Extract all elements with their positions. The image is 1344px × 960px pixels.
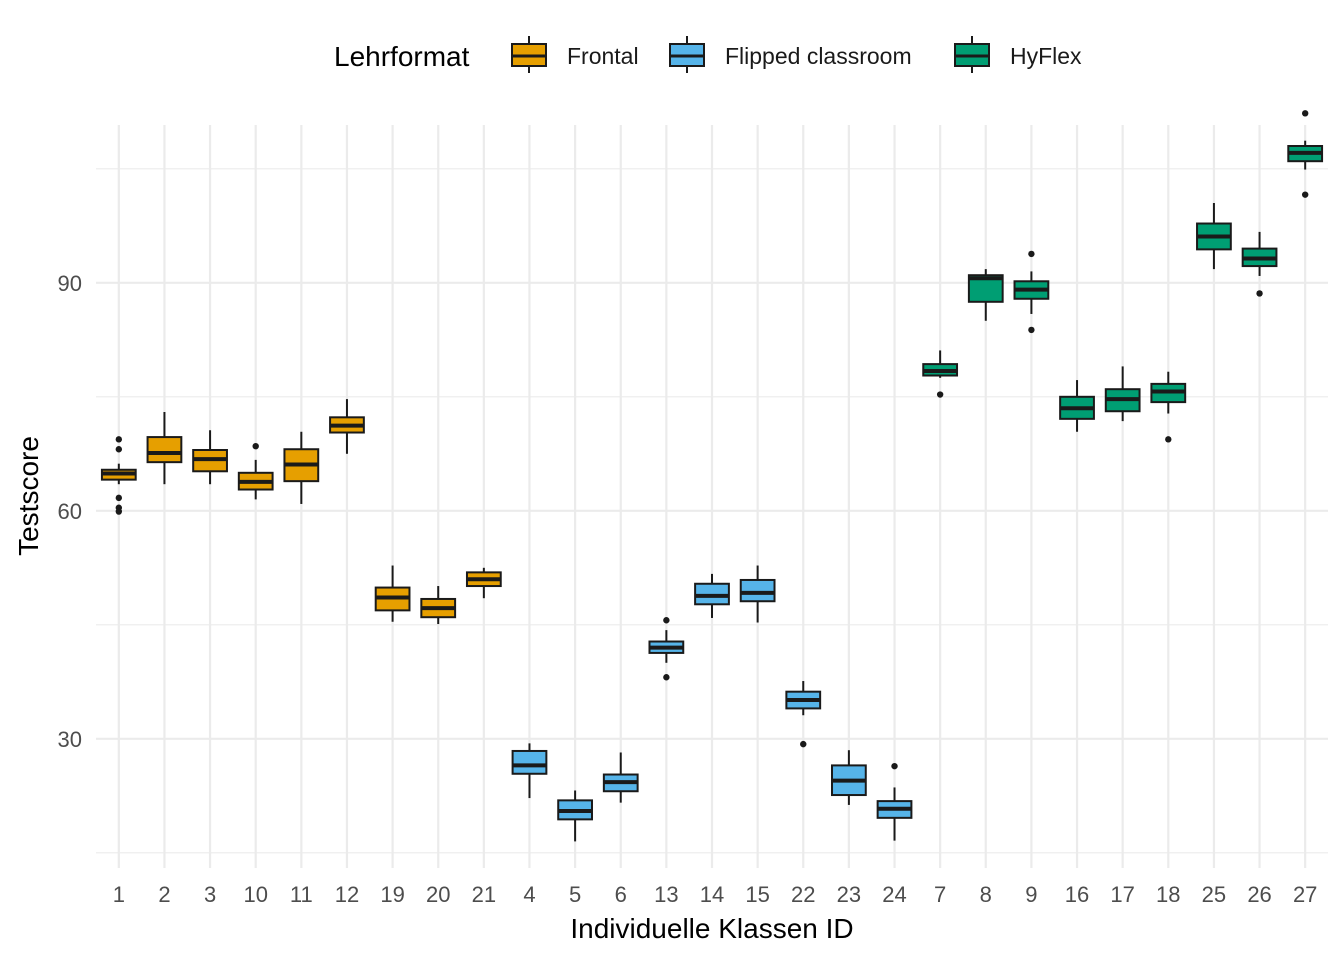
box-class-10 [237,443,274,500]
box-class-13 [648,617,685,681]
box-iqr [511,749,548,775]
x-tick-label: 12 [335,882,359,907]
box-iqr [146,436,183,464]
box-class-12 [329,399,365,454]
legend-label: Frontal [567,43,639,69]
box-class-4 [511,743,548,799]
x-tick-label: 11 [290,882,313,907]
box-class-18 [1150,371,1187,443]
box-class-6 [602,752,639,803]
box-class-2 [146,412,183,485]
outlier-point [1256,290,1263,297]
legend-item-frontal: Frontal [511,36,639,73]
y-tick-label: 30 [58,727,82,752]
y-tick-label: 60 [58,499,82,524]
x-tick-label: 27 [1293,882,1317,907]
outlier-point [1301,110,1309,117]
box-class-5 [557,790,593,842]
outlier-point [936,391,944,398]
y-axis-title: Testscore [13,436,44,556]
x-axis-ticks: 1 2 3 10 11 12 19 20 21 4 5 6 13 14 15 22 23 24 7 8 9 16 17 18 2… [113,882,1318,907]
y-axis-ticks: 30 60 90 [58,271,82,752]
x-tick-label: 19 [380,882,404,907]
grid [96,125,1328,868]
x-tick-label: 6 [615,882,627,907]
box-class-22 [785,681,822,748]
outlier-point [800,740,807,748]
box-class-7 [922,350,959,398]
x-tick-label: 9 [1025,882,1037,907]
box-class-16 [1059,380,1095,432]
box-class-17 [1104,366,1141,422]
box-class-26 [1241,231,1278,297]
x-tick-label: 21 [472,882,496,907]
x-tick-label: 1 [113,882,125,907]
x-tick-label: 8 [980,882,992,907]
outlier-point [115,446,123,453]
legend-item-hyflex: HyFlex [954,36,1082,73]
x-tick-label: 5 [569,882,581,907]
x-tick-label: 18 [1156,882,1180,907]
legend: Lehrformat Frontal Flipped classroom HyFle… [334,36,1082,73]
x-tick-label: 10 [243,882,267,907]
box-class-14 [694,573,730,618]
x-tick-label: 13 [654,882,678,907]
box-class-3 [192,430,228,485]
box-class-19 [374,565,411,622]
outlier-point [115,436,123,443]
outlier-point [1028,326,1035,334]
outlier-point [252,443,259,450]
y-tick-label: 90 [58,271,82,296]
x-tick-label: 17 [1110,882,1134,907]
x-tick-label: 4 [523,882,535,907]
x-tick-label: 20 [426,882,450,907]
legend-title: Lehrformat [334,41,470,72]
x-tick-label: 22 [791,882,815,907]
box-class-20 [420,586,457,625]
outlier-point [115,494,123,502]
box-class-23 [831,750,867,805]
box-class-11 [283,431,320,504]
outlier-point [1028,250,1035,258]
x-tick-label: 25 [1202,882,1226,907]
x-axis-title: Individuelle Klassen ID [570,913,853,944]
x-tick-label: 16 [1065,882,1089,907]
outlier-point [115,508,123,515]
box-class-25 [1196,203,1232,270]
x-tick-label: 2 [158,882,170,907]
x-tick-label: 15 [745,882,769,907]
x-tick-label: 14 [700,882,724,907]
x-tick-label: 23 [837,882,861,907]
box-class-8 [967,269,1004,321]
outlier-point [663,617,670,624]
outlier-point [891,762,898,770]
outlier-point [1301,191,1309,198]
x-tick-label: 3 [204,882,216,907]
box-iqr [739,578,776,603]
box-class-27 [1287,110,1324,198]
x-tick-label: 7 [934,882,946,907]
outlier-point [663,674,670,681]
box-class-21 [465,567,502,599]
box-class-15 [739,565,776,623]
box-class-1 [100,436,137,515]
box-class-9 [1013,250,1050,334]
x-tick-label: 24 [882,882,906,907]
x-tick-label: 26 [1247,882,1271,907]
legend-item-flipped-classroom: Flipped classroom [669,36,912,73]
legend-label: HyFlex [1010,43,1082,69]
box-class-24 [876,762,913,841]
boxes [100,110,1324,842]
outlier-point [1165,436,1172,443]
legend-label: Flipped classroom [725,43,912,69]
